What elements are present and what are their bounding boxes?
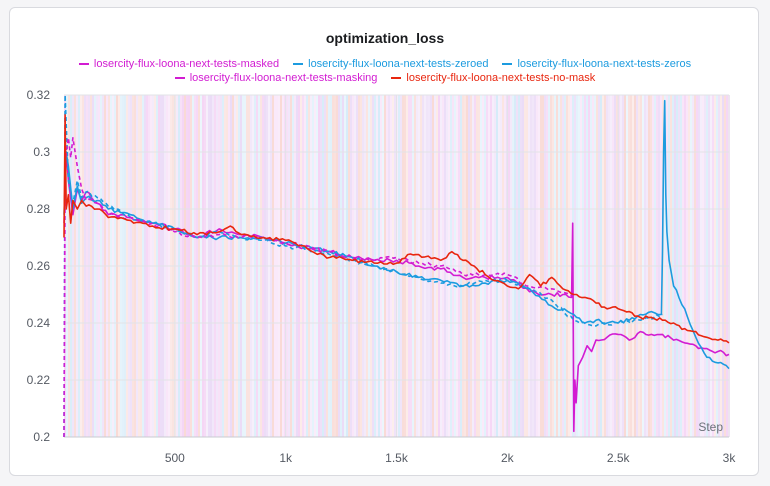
- y-tick-label: 0.3: [33, 145, 50, 159]
- chart-title: optimization_loss: [325, 30, 445, 46]
- y-tick-label: 0.22: [27, 373, 51, 387]
- series-line-masking: [63, 137, 574, 438]
- y-tick-label: 0.24: [27, 316, 51, 330]
- legend-swatch-zeroed: [293, 63, 304, 65]
- series-line-masked: [63, 151, 730, 433]
- series-line-zeros: [63, 94, 663, 438]
- y-tick-label: 0.26: [27, 259, 51, 273]
- y-tick-label: 0.28: [27, 202, 51, 216]
- x-tick-label: 3k: [723, 451, 737, 465]
- x-tick-label: 1.5k: [385, 451, 409, 465]
- legend-label-zeroed: losercity-flux-loona-next-tests-zeroed: [308, 58, 489, 70]
- legend-item-masked[interactable]: losercity-flux-loona-next-tests-masked: [78, 58, 280, 70]
- x-tick-label: 2.5k: [607, 451, 631, 465]
- legend-swatch-no-mask: [391, 77, 402, 79]
- legend-row-2: losercity-flux-loona-next-tests-masking …: [0, 72, 770, 84]
- x-tick-label: 2k: [501, 451, 515, 465]
- legend-swatch-masking: [174, 77, 185, 79]
- x-tick-label: 500: [165, 451, 185, 465]
- legend-item-masking[interactable]: losercity-flux-loona-next-tests-masking: [174, 72, 378, 84]
- y-tick-label: 0.32: [27, 88, 51, 102]
- x-axis-label: Step: [698, 420, 723, 434]
- grid-lines: [64, 94, 730, 438]
- legend-item-zeros[interactable]: losercity-flux-loona-next-tests-zeros: [502, 58, 691, 70]
- x-tick-label: 1k: [279, 451, 293, 465]
- legend-swatch-masked: [78, 63, 89, 65]
- legend-label-zeros: losercity-flux-loona-next-tests-zeros: [517, 58, 692, 70]
- legend-row-1: losercity-flux-loona-next-tests-masked l…: [0, 58, 770, 70]
- series-lines: [63, 94, 730, 438]
- legend-item-zeroed[interactable]: losercity-flux-loona-next-tests-zeroed: [293, 58, 488, 70]
- legend-label-masking: losercity-flux-loona-next-tests-masking: [189, 72, 378, 84]
- axis-ticks: 0.2 0.22 0.24 0.26 0.28 0.3 0.32 500 1k 1.5k 2k 2.5…: [27, 88, 737, 465]
- series-line-mask: [63, 114, 730, 344]
- y-tick-label: 0.2: [33, 430, 50, 444]
- legend-label-no-mask: losercity-flux-loona-next-tests-no-mask: [406, 72, 596, 84]
- legend-swatch-zeros: [502, 63, 513, 65]
- legend-label-masked: losercity-flux-loona-next-tests-masked: [93, 58, 280, 70]
- legend-item-no-mask[interactable]: losercity-flux-loona-next-tests-no-mask: [391, 72, 595, 84]
